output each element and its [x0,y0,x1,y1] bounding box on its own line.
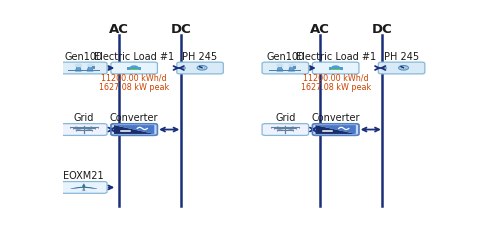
FancyBboxPatch shape [111,62,158,74]
Polygon shape [316,125,356,134]
Polygon shape [277,66,283,71]
FancyBboxPatch shape [111,124,158,135]
Text: PH 245: PH 245 [182,52,218,62]
FancyBboxPatch shape [60,182,107,193]
Circle shape [276,63,284,67]
Bar [92,66,95,69]
Polygon shape [87,66,93,71]
Circle shape [83,187,85,188]
Polygon shape [114,125,154,134]
Polygon shape [114,125,154,134]
Text: Electric Load #1: Electric Load #1 [94,52,174,62]
Polygon shape [70,187,84,189]
Text: Converter: Converter [312,113,360,123]
Text: DC: DC [372,23,392,36]
Circle shape [197,66,207,70]
FancyBboxPatch shape [60,124,107,135]
FancyBboxPatch shape [312,124,359,135]
Text: Grid: Grid [275,113,295,123]
Bar [127,67,141,70]
Polygon shape [316,125,356,134]
Circle shape [288,63,296,67]
Text: 11200.00 kWh/d: 11200.00 kWh/d [303,74,368,83]
Text: Grid: Grid [74,113,94,123]
Bar [183,67,186,69]
Polygon shape [82,187,85,191]
Circle shape [332,65,340,69]
Text: 11200.00 kWh/d: 11200.00 kWh/d [102,74,167,83]
Text: 1627.08 kW peak: 1627.08 kW peak [300,83,371,92]
Polygon shape [82,184,86,187]
Polygon shape [76,66,82,71]
Circle shape [74,63,82,67]
Circle shape [398,66,408,70]
Text: DC: DC [170,23,191,36]
Text: Gen100: Gen100 [266,52,304,62]
Text: AC: AC [310,23,330,36]
FancyBboxPatch shape [312,62,359,74]
Bar [384,67,388,69]
Circle shape [87,63,94,67]
Text: 1627.08 kW peak: 1627.08 kW peak [99,83,170,92]
Text: Electric Load #1: Electric Load #1 [296,52,376,62]
Text: AC: AC [109,23,128,36]
FancyBboxPatch shape [378,62,425,74]
Text: Converter: Converter [110,113,158,123]
FancyBboxPatch shape [177,62,224,74]
Bar [68,70,100,71]
FancyBboxPatch shape [262,62,308,74]
Polygon shape [84,187,97,189]
FancyBboxPatch shape [262,124,308,135]
Bar [269,70,302,71]
Text: Gen100: Gen100 [65,52,103,62]
FancyBboxPatch shape [60,62,107,74]
Circle shape [130,65,138,69]
Bar [328,67,342,70]
Circle shape [401,67,406,69]
Text: EOXM21: EOXM21 [64,171,104,181]
Text: PH 245: PH 245 [384,52,419,62]
Polygon shape [288,66,294,71]
Bar [294,66,296,69]
Circle shape [200,67,204,69]
